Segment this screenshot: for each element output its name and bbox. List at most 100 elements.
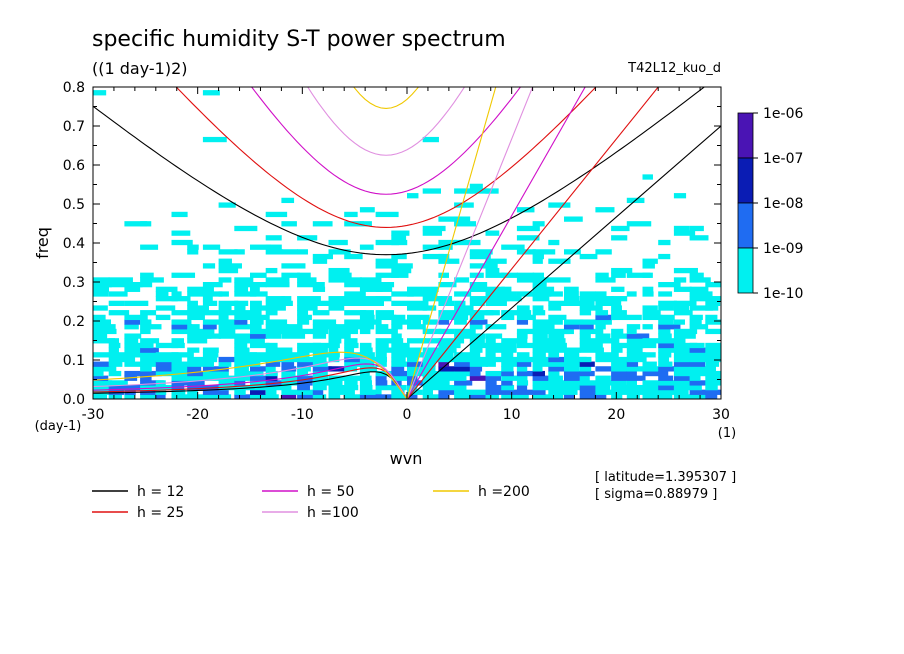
contour-cell: [328, 380, 343, 386]
contour-cell: [124, 221, 148, 227]
contour-cell: [501, 375, 525, 381]
contour-cell: [265, 333, 282, 339]
contour-cell: [673, 300, 697, 306]
contour-cell: [611, 314, 628, 321]
contour-cell: [375, 342, 389, 349]
contour-cell: [595, 277, 616, 283]
contour-cell: [250, 394, 273, 399]
contour-cell: [658, 333, 672, 339]
contour-cell: [140, 319, 152, 325]
contour-cell: [140, 375, 152, 381]
contour-cell: [454, 216, 471, 222]
contour-cell: [658, 338, 677, 344]
contour-cell: [375, 310, 395, 316]
contour-cell: [705, 300, 721, 306]
contour-cell: [501, 286, 512, 292]
contour-cell: [611, 300, 622, 306]
contour-cell: [124, 361, 146, 367]
contour-cell: [359, 319, 382, 325]
contour-cell: [548, 389, 572, 395]
contour-cell: [485, 352, 496, 358]
contour-cell: [234, 282, 251, 288]
contour-cell: [250, 305, 271, 311]
contour-cell: [234, 333, 254, 339]
contour-cell: [234, 375, 258, 381]
contour-cell: [140, 347, 159, 353]
contour-cell: [469, 310, 494, 316]
contour-cell: [611, 384, 630, 391]
contour-cell: [673, 380, 696, 386]
contour-cell: [328, 239, 348, 246]
legend-label: h =200: [478, 484, 530, 500]
contour-cell: [579, 338, 604, 344]
contour-cell: [171, 338, 185, 344]
contour-cell: [611, 361, 632, 367]
contour-cell: [611, 375, 630, 381]
contour-cell: [548, 366, 568, 372]
contour-cell: [579, 291, 596, 297]
ig-curve-h200: [353, 87, 420, 110]
contour-fill-layer: [93, 90, 721, 399]
contour-cell: [297, 319, 310, 325]
contour-cell: [516, 389, 534, 395]
contour-cell: [124, 347, 142, 353]
contour-cell: [171, 239, 193, 246]
contour-cell: [312, 380, 335, 386]
contour-cell: [375, 352, 387, 358]
contour-cell: [516, 249, 536, 255]
contour-cell: [202, 324, 217, 330]
contour-cell: [187, 291, 210, 297]
contour-cell: [689, 291, 713, 297]
contour-cell: [548, 394, 564, 399]
contour-cell: [108, 380, 128, 386]
contour-cell: [407, 394, 418, 399]
contour-cell: [250, 370, 264, 377]
contour-cell: [108, 277, 133, 283]
contour-cell: [422, 291, 438, 297]
contour-cell: [611, 370, 635, 377]
contour-cell: [218, 202, 236, 208]
contour-cell: [501, 366, 514, 372]
contour-cell: [438, 282, 457, 288]
contour-cell: [171, 394, 188, 399]
contour-cell: [391, 394, 409, 399]
contour-cell: [281, 333, 306, 339]
plot-area: 0.0 0.1 0.2 0.3 0.4 0.5 0.6 0.7 0.8 -30 -20 -10 0 10…: [63, 80, 730, 423]
contour-cell: [438, 253, 450, 260]
contour-cell: [202, 389, 224, 395]
kelvin-line-h200: [406, 87, 497, 399]
contour-cell: [218, 310, 243, 316]
contour-cell: [626, 333, 650, 339]
contour-cell: [297, 305, 318, 311]
contour-cell: [689, 356, 708, 363]
contour-cell: [391, 314, 406, 321]
contour-cell: [155, 296, 178, 302]
contour-cell: [108, 384, 126, 391]
contour-cell: [422, 380, 443, 386]
contour-cell: [155, 389, 167, 395]
rossby-curve-h50: [93, 363, 408, 399]
contour-cell: [375, 338, 394, 344]
contour-cell: [328, 328, 349, 335]
contour-cell: [265, 366, 276, 372]
contour-cell: [281, 300, 293, 306]
contour-cell: [407, 347, 422, 353]
contour-cell: [140, 272, 154, 278]
contour-cell: [438, 389, 456, 395]
contour-cell: [642, 291, 654, 297]
contour-cell: [658, 300, 677, 306]
contour-cell: [469, 239, 481, 246]
contour-cell: [297, 347, 318, 353]
contour-cell: [93, 380, 113, 386]
contour-cell: [234, 324, 250, 330]
contour-cell: [108, 282, 125, 288]
contour-cell: [469, 366, 483, 372]
contour-cell: [297, 361, 316, 367]
contour-cell: [422, 136, 439, 143]
contour-cell: [532, 272, 544, 278]
contour-cell: [611, 305, 622, 311]
contour-cell: [501, 361, 518, 367]
run-label: T42L12_kuo_d: [627, 61, 721, 76]
contour-cell: [297, 300, 320, 306]
contour-cell: [564, 352, 580, 358]
